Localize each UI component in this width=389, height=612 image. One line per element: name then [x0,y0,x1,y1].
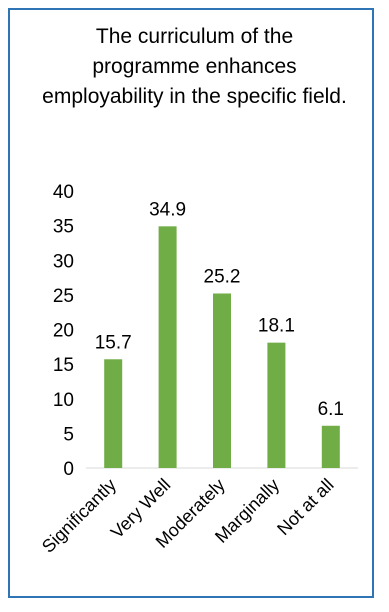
data-label: 18.1 [258,316,295,337]
data-labels-group: 15.7 34.9 25.2 18.1 6.1 [95,199,344,419]
bar [213,293,231,468]
y-tick-label: 30 [53,251,74,272]
bars-group [104,226,340,468]
data-label: 15.7 [95,332,132,353]
bar [321,425,340,468]
y-tick-label: 10 [53,390,74,411]
y-tick-label: 35 [53,217,74,238]
bar [267,342,286,468]
data-label: 25.2 [204,266,241,287]
y-axis-ticks: 0 5 10 15 20 25 30 35 40 [53,182,74,480]
data-label: 34.9 [149,199,186,220]
data-label: 6.1 [318,399,344,420]
x-category-label: Significantly [38,475,120,557]
bar [158,226,177,468]
y-tick-label: 20 [53,321,74,342]
chart-frame [8,8,374,598]
chart-title: The curriculum of the programme enhances… [42,25,347,108]
y-tick-label: 0 [63,459,74,480]
y-tick-label: 5 [63,424,74,445]
x-category-label: Not at all [273,475,337,539]
y-tick-label: 40 [53,182,74,203]
bar [104,359,123,468]
y-tick-label: 15 [53,355,74,376]
y-tick-label: 25 [53,286,74,307]
